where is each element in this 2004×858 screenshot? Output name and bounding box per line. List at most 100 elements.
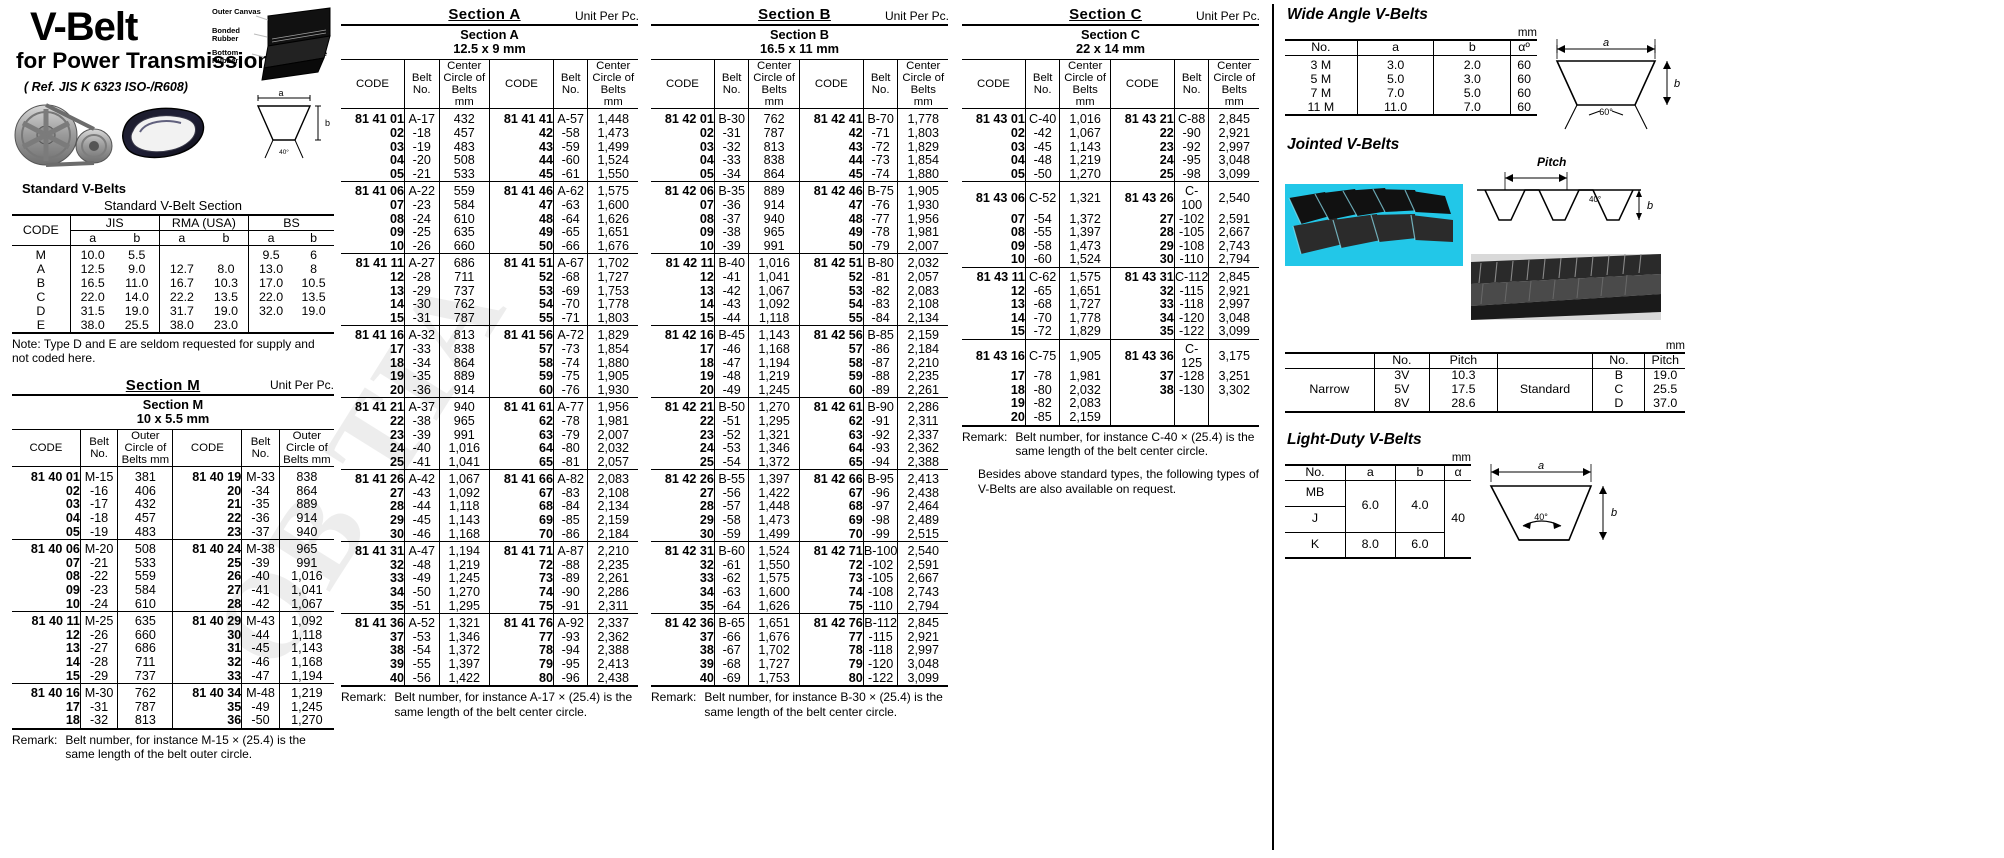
- row-value-left: 1,397: [1059, 226, 1111, 240]
- std-sub-bs-a: a: [267, 230, 275, 245]
- row-code-right: 50: [489, 239, 554, 254]
- row-code-right: 75: [489, 599, 554, 614]
- table-row: 27 -43 1,092 67 -83 2,108: [341, 486, 638, 501]
- hdr-measure-2: Center Circle of Belts mm: [1213, 60, 1256, 109]
- row-belt-left: B-60: [714, 541, 750, 559]
- row-value-left: 737: [439, 284, 490, 299]
- hdr-code: CODE: [341, 59, 405, 109]
- std-code: B: [12, 275, 71, 290]
- row-code-right: 27: [1110, 212, 1175, 227]
- row-code-right: 72: [489, 558, 554, 573]
- wa-cell: 5.0: [1433, 86, 1512, 101]
- row-belt-left: -48: [714, 370, 750, 384]
- row-belt-right: -75: [553, 370, 589, 384]
- wa-cell: 3 M: [1285, 55, 1358, 73]
- row-value-right: 2,388: [597, 643, 629, 658]
- row-belt-right: -78: [863, 226, 899, 240]
- std-rma-b: 8.0: [203, 261, 250, 276]
- row-code-left: 38: [341, 644, 405, 658]
- standard-pitch: 25.5: [1653, 382, 1678, 397]
- row-code-right: 81 43 36: [1110, 338, 1175, 371]
- remark-text-a: Belt number, for instance A-17 × (25.4) …: [394, 690, 633, 719]
- row-code-right: 22: [1110, 126, 1175, 141]
- row-value-right: 1,550: [597, 166, 629, 181]
- row-belt-left: A-42: [404, 469, 440, 487]
- table-row: 81 42 26 B-55 1,397 81 42 66 B-95 2,413: [651, 469, 948, 487]
- row-belt-left: -58: [1025, 239, 1061, 254]
- row-belt-left: -55: [404, 657, 440, 672]
- row-value-right: 2,159: [897, 325, 948, 343]
- row-belt-right: -40: [241, 570, 280, 585]
- table-row: 37 -53 1,346 77 -93 2,362: [341, 630, 638, 645]
- row-belt-left: -31: [714, 126, 750, 141]
- row-belt-left: C-52: [1025, 181, 1061, 213]
- row-belt-left: -41: [714, 270, 750, 285]
- row-value-right: 2,540: [1208, 181, 1259, 213]
- row-value-left: 1,422: [748, 486, 800, 501]
- ld-b-mbj: 4.0: [1395, 480, 1446, 533]
- row-code-left: 81 43 01: [962, 108, 1026, 128]
- row-value-right: 2,083: [907, 283, 939, 298]
- light-duty-diagram: a 40° b: [1489, 460, 1617, 541]
- row-code-left: 81 42 16: [651, 325, 715, 343]
- row-belt-right: -122: [1174, 324, 1210, 340]
- row-belt-right: -90: [1174, 126, 1210, 141]
- row-value-left: 1,397: [439, 657, 490, 672]
- section-b-column: Section B Unit Per Pc. Section B 16.5 x 1…: [651, 6, 949, 719]
- row-value-right: 2,337: [907, 427, 939, 442]
- row-value-left: 965: [748, 226, 800, 240]
- row-code-left: 81 40 06: [12, 539, 81, 557]
- row-value-left: 686: [439, 253, 490, 271]
- std-bs-a: 9.5: [262, 247, 280, 262]
- remark-label-a: Remark:: [341, 690, 387, 705]
- hdr-measure: Outer Circle of Belts mm: [117, 429, 174, 467]
- row-value-right: [1208, 410, 1259, 427]
- row-code-right: 69: [799, 513, 864, 528]
- row-value-left: 1,778: [1059, 311, 1111, 326]
- row-value-right: 2,108: [907, 297, 939, 312]
- row-code-right: 77: [489, 630, 554, 645]
- row-code-left: 13: [12, 642, 81, 657]
- table-row: 20 -36 914 60 -76 1,930: [341, 382, 638, 398]
- row-value-right: 2,845: [1208, 266, 1259, 285]
- row-value-right: 3,099: [897, 671, 948, 688]
- row-value-right: 2,184: [597, 526, 629, 541]
- row-code-right: 81 41 76: [489, 613, 554, 631]
- row-belt-right: -80: [553, 441, 589, 456]
- ld-alpha: 40: [1444, 480, 1471, 560]
- row-value-left: 838: [439, 342, 490, 357]
- product-photos: [12, 99, 334, 175]
- row-belt-left: -46: [714, 342, 750, 357]
- row-value-left: 1,829: [1059, 324, 1111, 340]
- row-belt-right: A-67: [553, 253, 589, 271]
- row-code-right: 45: [489, 167, 554, 182]
- row-value-left: 1,905: [1059, 338, 1111, 371]
- wide-angle-title: Wide Angle V-Belts: [1287, 6, 1428, 23]
- narrow-no: 8V: [1374, 396, 1431, 414]
- section-a-remark: Remark: Belt number, for instance A-17 ×…: [341, 690, 638, 719]
- row-value-left: 457: [439, 126, 490, 141]
- row-value-right: 2,413: [597, 657, 629, 671]
- row-value-left: 1,245: [439, 572, 490, 587]
- row-belt-right: -108: [863, 585, 899, 600]
- row-code-left: 15: [651, 311, 715, 326]
- row-value-right: 3,048: [907, 657, 939, 671]
- row-code-left: 17: [651, 342, 715, 357]
- table-row: 11 M 11.0 7.0 60: [1285, 100, 1537, 117]
- jointed-unit: mm: [1665, 340, 1685, 353]
- row-value-right: 1,930: [597, 382, 629, 397]
- row-value-left: 635: [439, 226, 490, 240]
- row-belt-right: -39: [241, 556, 280, 571]
- wa-h-a: a: [1357, 40, 1435, 56]
- row-belt-left: -30: [404, 298, 440, 312]
- standard-pitch: 19.0: [1653, 368, 1678, 383]
- row-belt-left: -54: [404, 644, 440, 658]
- row-value-right: 1,600: [597, 198, 629, 212]
- row-belt-right: -73: [863, 154, 899, 168]
- row-code-left: 40: [341, 671, 405, 688]
- std-bs-a: 32.0: [259, 303, 284, 318]
- table-row: 09 -38 965 49 -78 1,981: [651, 226, 948, 240]
- table-row: 24 -53 1,346 64 -93 2,362: [651, 441, 948, 456]
- table-row: 5 M 5.0 3.0 60: [1285, 72, 1537, 87]
- row-belt-right: -98: [863, 513, 899, 528]
